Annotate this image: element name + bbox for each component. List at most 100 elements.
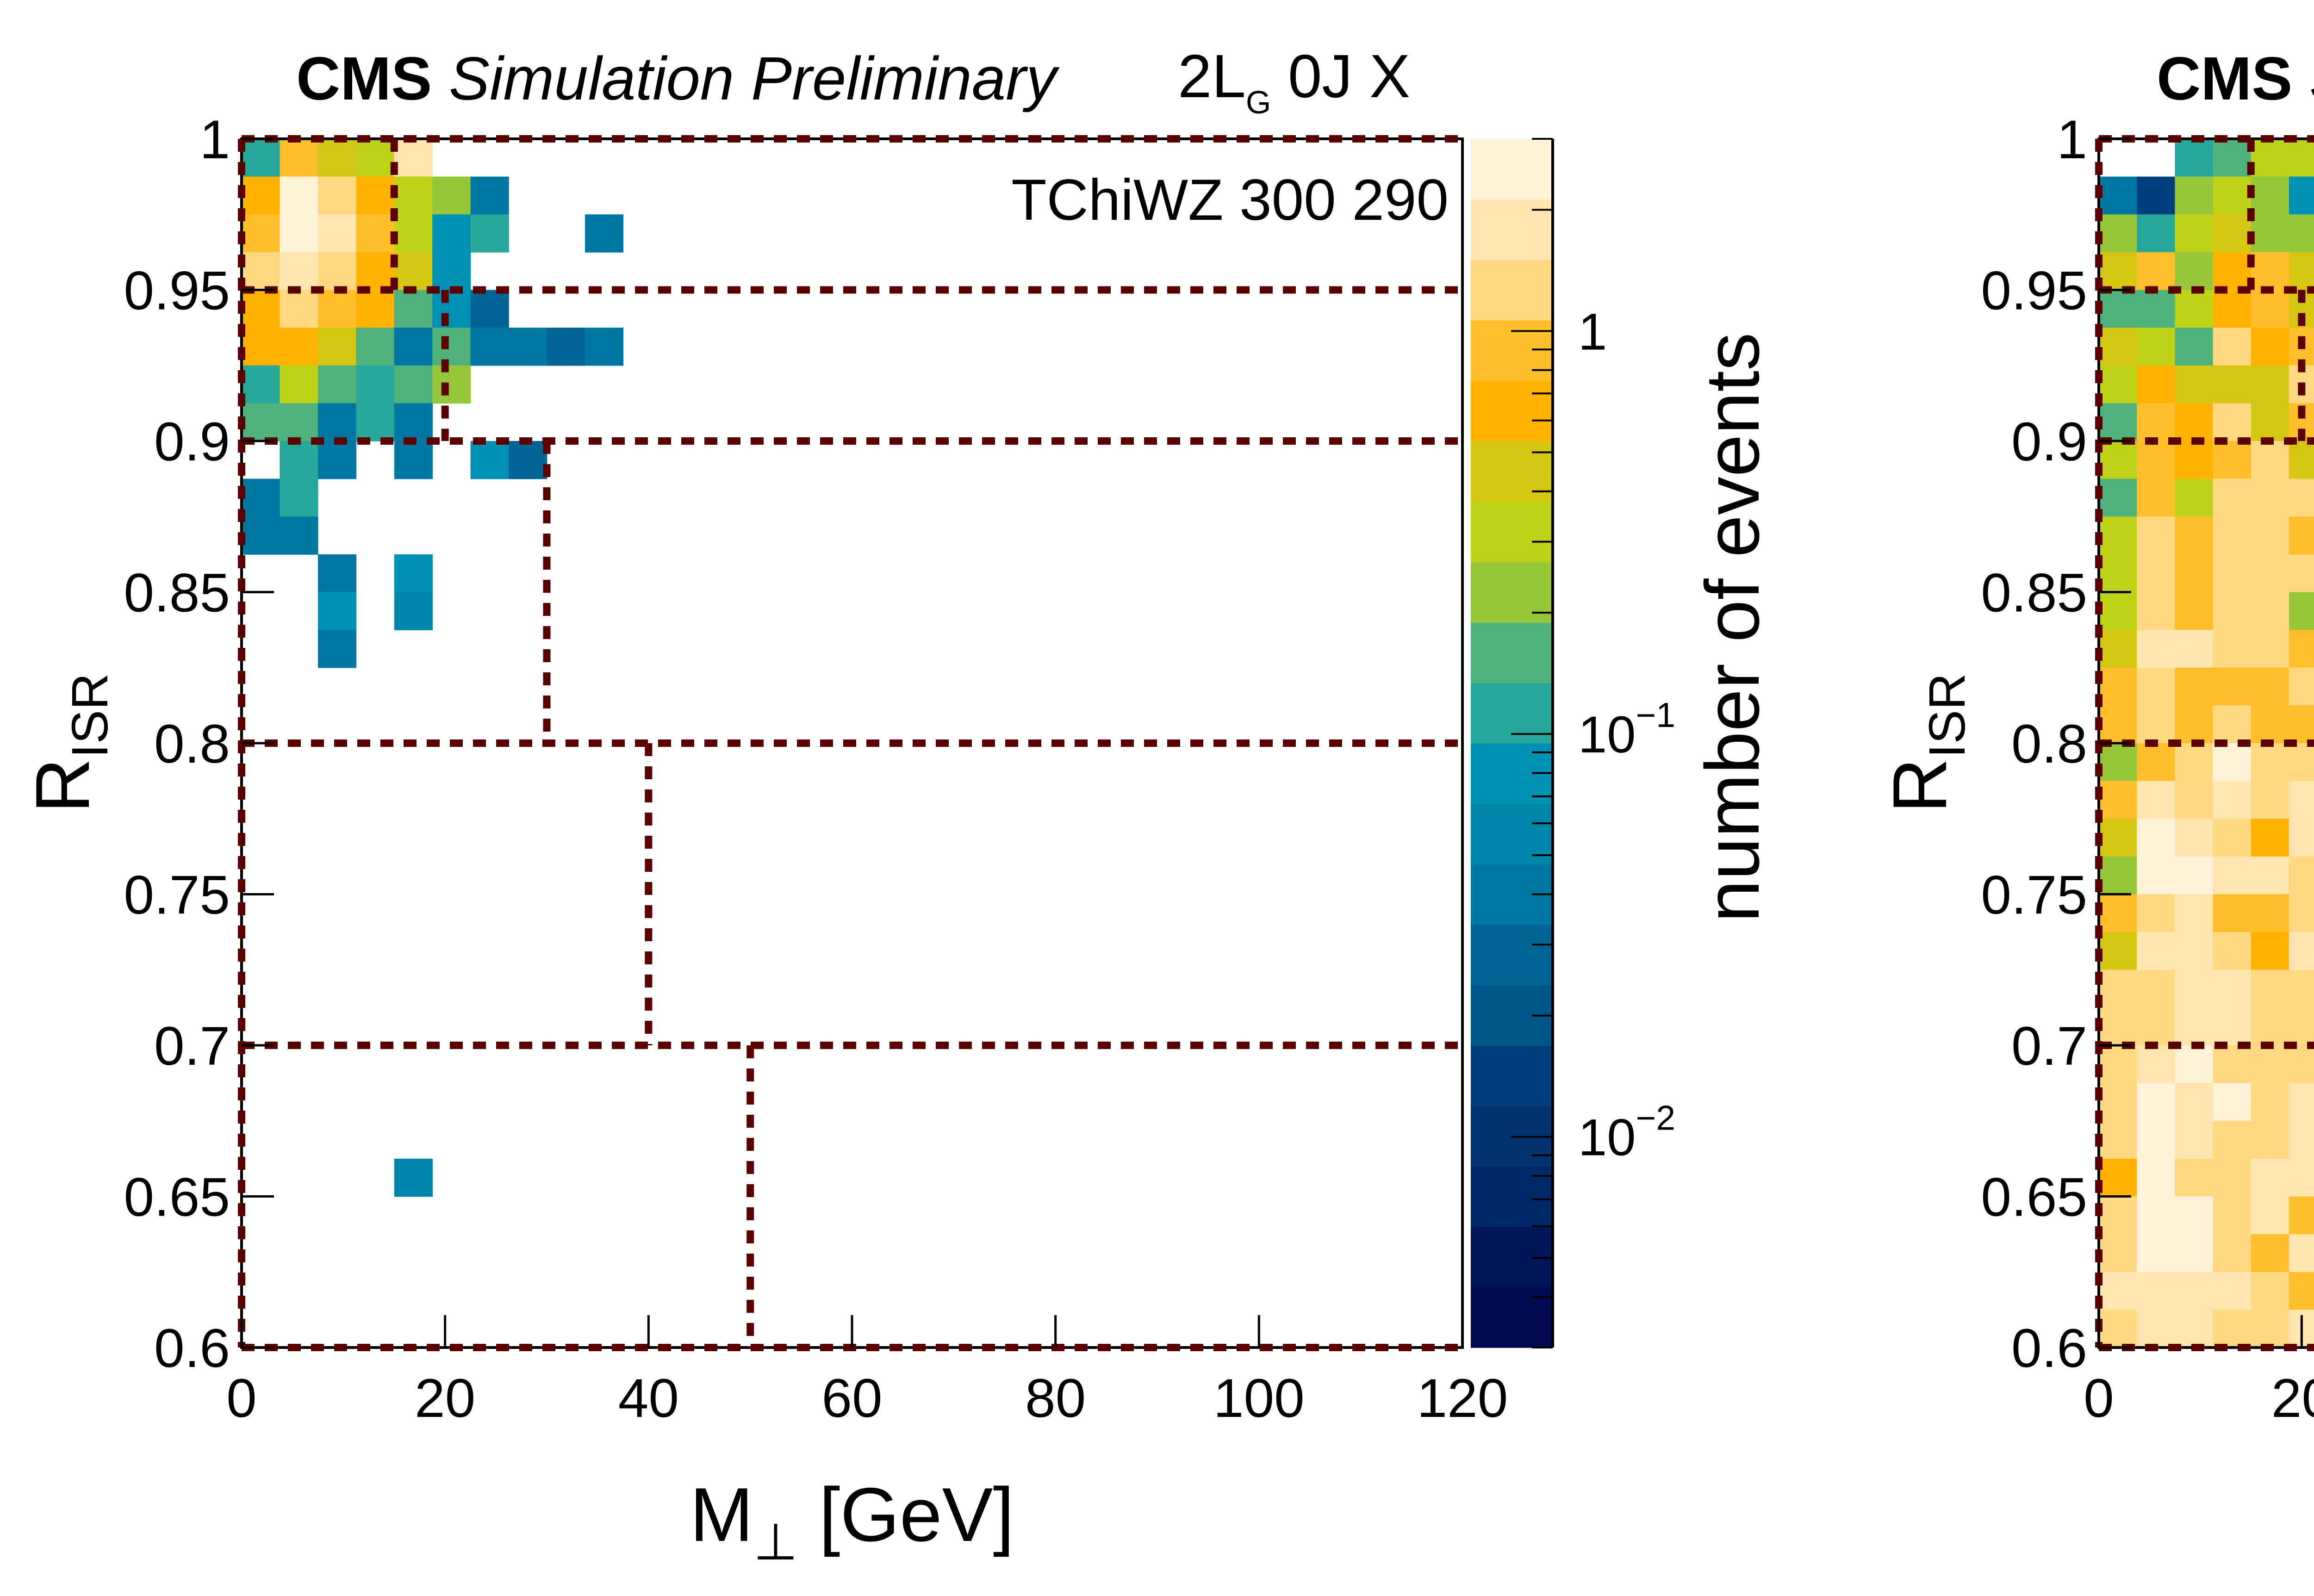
heatmap-cell bbox=[2099, 592, 2137, 630]
heatmap-cell bbox=[2099, 856, 2137, 895]
heatmap-cell bbox=[2099, 1158, 2137, 1197]
y-tick-label: 0.7 bbox=[2011, 1016, 2087, 1077]
heatmap-cell bbox=[2175, 1045, 2214, 1084]
heatmap-cell bbox=[2137, 365, 2176, 404]
heatmap-cell bbox=[2289, 743, 2314, 782]
heatmap-cell bbox=[2289, 856, 2314, 895]
heatmap-cell bbox=[2175, 667, 2214, 706]
heatmap-cell bbox=[2175, 328, 2214, 366]
heatmap-cell bbox=[2137, 252, 2176, 291]
heatmap-cell bbox=[2137, 403, 2176, 441]
heatmap-cell bbox=[2251, 1310, 2289, 1348]
heatmap-cell bbox=[2137, 516, 2176, 555]
heatmap-cell bbox=[2213, 667, 2252, 706]
heatmap-cell bbox=[470, 214, 509, 253]
heatmap-cell bbox=[280, 176, 318, 215]
heatmap-cell bbox=[2099, 1121, 2137, 1159]
x-tick-label: 80 bbox=[1025, 1368, 1086, 1429]
heatmap-cell bbox=[2213, 176, 2252, 215]
heatmap-cell bbox=[2213, 1310, 2252, 1348]
heatmap-cell bbox=[2175, 1007, 2214, 1046]
heatmap-cell bbox=[2099, 1196, 2137, 1235]
colorbar-band bbox=[1471, 199, 1553, 260]
heatmap-cell bbox=[2213, 705, 2252, 744]
colorbar-band bbox=[1471, 1287, 1553, 1348]
heatmap-cell bbox=[2175, 1083, 2214, 1121]
heatmap-cell bbox=[2137, 705, 2176, 744]
heatmap-cell bbox=[280, 516, 318, 555]
heatmap-cell bbox=[2175, 139, 2214, 177]
heatmap-cell bbox=[2213, 139, 2252, 177]
heatmap-cell bbox=[2251, 894, 2289, 932]
heatmap-cell bbox=[2213, 1121, 2252, 1159]
heatmap-cell bbox=[2175, 856, 2214, 895]
heatmap-cell bbox=[394, 441, 433, 479]
heatmap-cell bbox=[394, 252, 433, 291]
heatmap-cell bbox=[2213, 781, 2252, 819]
heatmap-cell bbox=[2251, 856, 2289, 895]
heatmap-cell bbox=[280, 328, 318, 366]
heatmap-cell bbox=[2137, 1272, 2176, 1310]
colorbar-band bbox=[1471, 1045, 1553, 1106]
plot-header: CMS Simulation Preliminary bbox=[2157, 44, 2314, 112]
heatmap-cell bbox=[280, 214, 318, 253]
heatmap-cell bbox=[2213, 856, 2252, 895]
heatmap-cell bbox=[2251, 630, 2289, 668]
heatmap-cell bbox=[2289, 554, 2314, 593]
heatmap-cell bbox=[2251, 478, 2289, 517]
y-tick-label: 0.9 bbox=[2011, 411, 2087, 472]
heatmap-cell bbox=[2099, 743, 2137, 782]
heatmap-cell bbox=[317, 176, 357, 215]
colorbar-tick-label: 10−1 bbox=[1578, 696, 1675, 764]
heatmap-cell bbox=[2137, 290, 2176, 328]
heatmap-cell bbox=[317, 252, 357, 291]
heatmap-cell bbox=[2251, 176, 2289, 215]
heatmap-cell bbox=[2289, 894, 2314, 932]
heatmap-cell bbox=[470, 328, 509, 366]
heatmap-cell bbox=[2213, 516, 2252, 555]
y-tick-label: 0.7 bbox=[154, 1016, 230, 1077]
heatmap-cell bbox=[2251, 819, 2289, 857]
y-axis-title: RISR bbox=[1877, 673, 1976, 814]
y-tick-label: 0.85 bbox=[1981, 563, 2087, 624]
heatmap-cell bbox=[356, 176, 395, 215]
heatmap-cell bbox=[547, 328, 585, 366]
heatmap-cell bbox=[2251, 441, 2289, 479]
heatmap-cell bbox=[2289, 176, 2314, 215]
heatmap-cell bbox=[2289, 1045, 2314, 1084]
heatmap-cell bbox=[2175, 176, 2214, 215]
heatmap-cell bbox=[2251, 1045, 2289, 1084]
heatmap-cell bbox=[2099, 1310, 2137, 1348]
heatmap-cell bbox=[2175, 743, 2214, 782]
heatmap-cell bbox=[2137, 441, 2176, 479]
heatmap-cell bbox=[2137, 214, 2176, 253]
y-tick-label: 0.65 bbox=[124, 1167, 230, 1228]
heatmap-cell bbox=[2175, 1196, 2214, 1235]
heatmap-cell bbox=[2251, 365, 2289, 404]
cms-label: CMS bbox=[2157, 44, 2309, 112]
heatmap-cell bbox=[2213, 1272, 2252, 1310]
heatmap-cell bbox=[2099, 516, 2137, 555]
heatmap-cell bbox=[2137, 1196, 2176, 1235]
heatmap-cell bbox=[2289, 139, 2314, 177]
y-axis-title: RISR bbox=[20, 673, 118, 814]
heatmap-cell bbox=[2099, 290, 2137, 328]
heatmap-cell bbox=[2213, 554, 2252, 593]
heatmap-cell bbox=[394, 328, 433, 366]
heatmap-cell bbox=[2137, 819, 2176, 857]
heatmap-cell bbox=[2213, 252, 2252, 291]
colorbar-band bbox=[1471, 320, 1553, 381]
heatmap-cell bbox=[242, 365, 280, 404]
heatmap-cell bbox=[470, 441, 509, 479]
heatmap-cell bbox=[2099, 252, 2137, 291]
heatmap-cell bbox=[2175, 214, 2214, 253]
colorbar-band bbox=[1471, 441, 1553, 502]
heatmap-cell bbox=[2289, 478, 2314, 517]
heatmap-cell bbox=[356, 252, 395, 291]
heatmap-cell bbox=[2137, 856, 2176, 895]
y-tick-label: 0.95 bbox=[1981, 261, 2087, 322]
heatmap-cell bbox=[317, 328, 357, 366]
y-tick-label: 0.95 bbox=[124, 261, 230, 322]
heatmap-cell bbox=[394, 592, 433, 630]
heatmap-cell bbox=[356, 214, 395, 253]
